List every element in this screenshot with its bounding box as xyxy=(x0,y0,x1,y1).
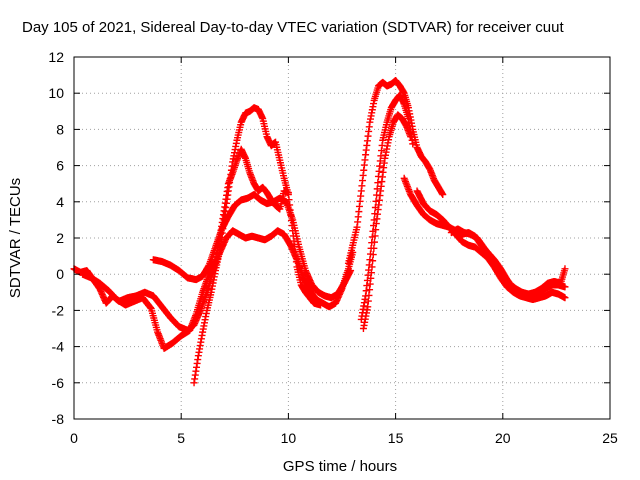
data-series xyxy=(413,187,569,304)
data-point-marker xyxy=(561,294,569,302)
data-point-marker xyxy=(372,226,380,234)
data-series xyxy=(79,145,292,352)
x-tick-label: 20 xyxy=(495,430,511,446)
y-tick-label: 12 xyxy=(48,49,64,65)
y-tick-label: -4 xyxy=(52,339,65,355)
data-point-marker xyxy=(347,267,355,275)
data-point-marker xyxy=(561,283,569,291)
y-tick-label: 0 xyxy=(56,266,64,282)
y-tick-label: 4 xyxy=(56,194,64,210)
x-tick-label: 0 xyxy=(70,430,78,446)
data-point-marker xyxy=(369,251,377,259)
y-tick-label: -8 xyxy=(52,411,65,427)
chart-title: Day 105 of 2021, Sidereal Day-to-day VTE… xyxy=(22,19,564,36)
data-point-marker xyxy=(370,238,378,246)
data-point-marker xyxy=(372,197,380,205)
x-tick-label: 25 xyxy=(602,430,618,446)
data-point-marker xyxy=(374,179,382,187)
data-point-marker xyxy=(371,232,379,240)
data-point-marker xyxy=(368,263,376,271)
y-tick-label: 2 xyxy=(56,230,64,246)
data-point-marker xyxy=(561,265,569,273)
data-series xyxy=(149,191,355,302)
data-point-marker xyxy=(409,140,417,148)
data-series xyxy=(357,91,417,323)
y-tick-label: -6 xyxy=(52,375,65,391)
y-tick-label: 10 xyxy=(48,85,64,101)
data-point-marker xyxy=(439,191,447,199)
x-axis-label: GPS time / hours xyxy=(283,458,397,475)
x-tick-label: 15 xyxy=(388,430,404,446)
data-point-marker xyxy=(317,301,325,309)
tick-marks: 0 5 10 15 20 25 -8 -6 -4 -2 0 2 4 6 8 10 12 xyxy=(48,49,618,446)
data-series xyxy=(447,225,569,298)
y-tick-label: -2 xyxy=(52,302,65,318)
y-tick-label: 8 xyxy=(56,121,64,137)
data-series xyxy=(190,104,325,387)
data-series xyxy=(344,77,447,267)
data-point-marker xyxy=(369,257,377,265)
x-tick-label: 10 xyxy=(281,430,297,446)
x-tick-label: 5 xyxy=(177,430,185,446)
data-points xyxy=(70,77,569,387)
data-point-marker xyxy=(370,244,378,252)
y-tick-label: 6 xyxy=(56,158,64,174)
y-axis-label: SDTVAR / TECUs xyxy=(7,178,24,298)
data-series xyxy=(359,111,415,332)
data-point-marker xyxy=(407,133,415,141)
